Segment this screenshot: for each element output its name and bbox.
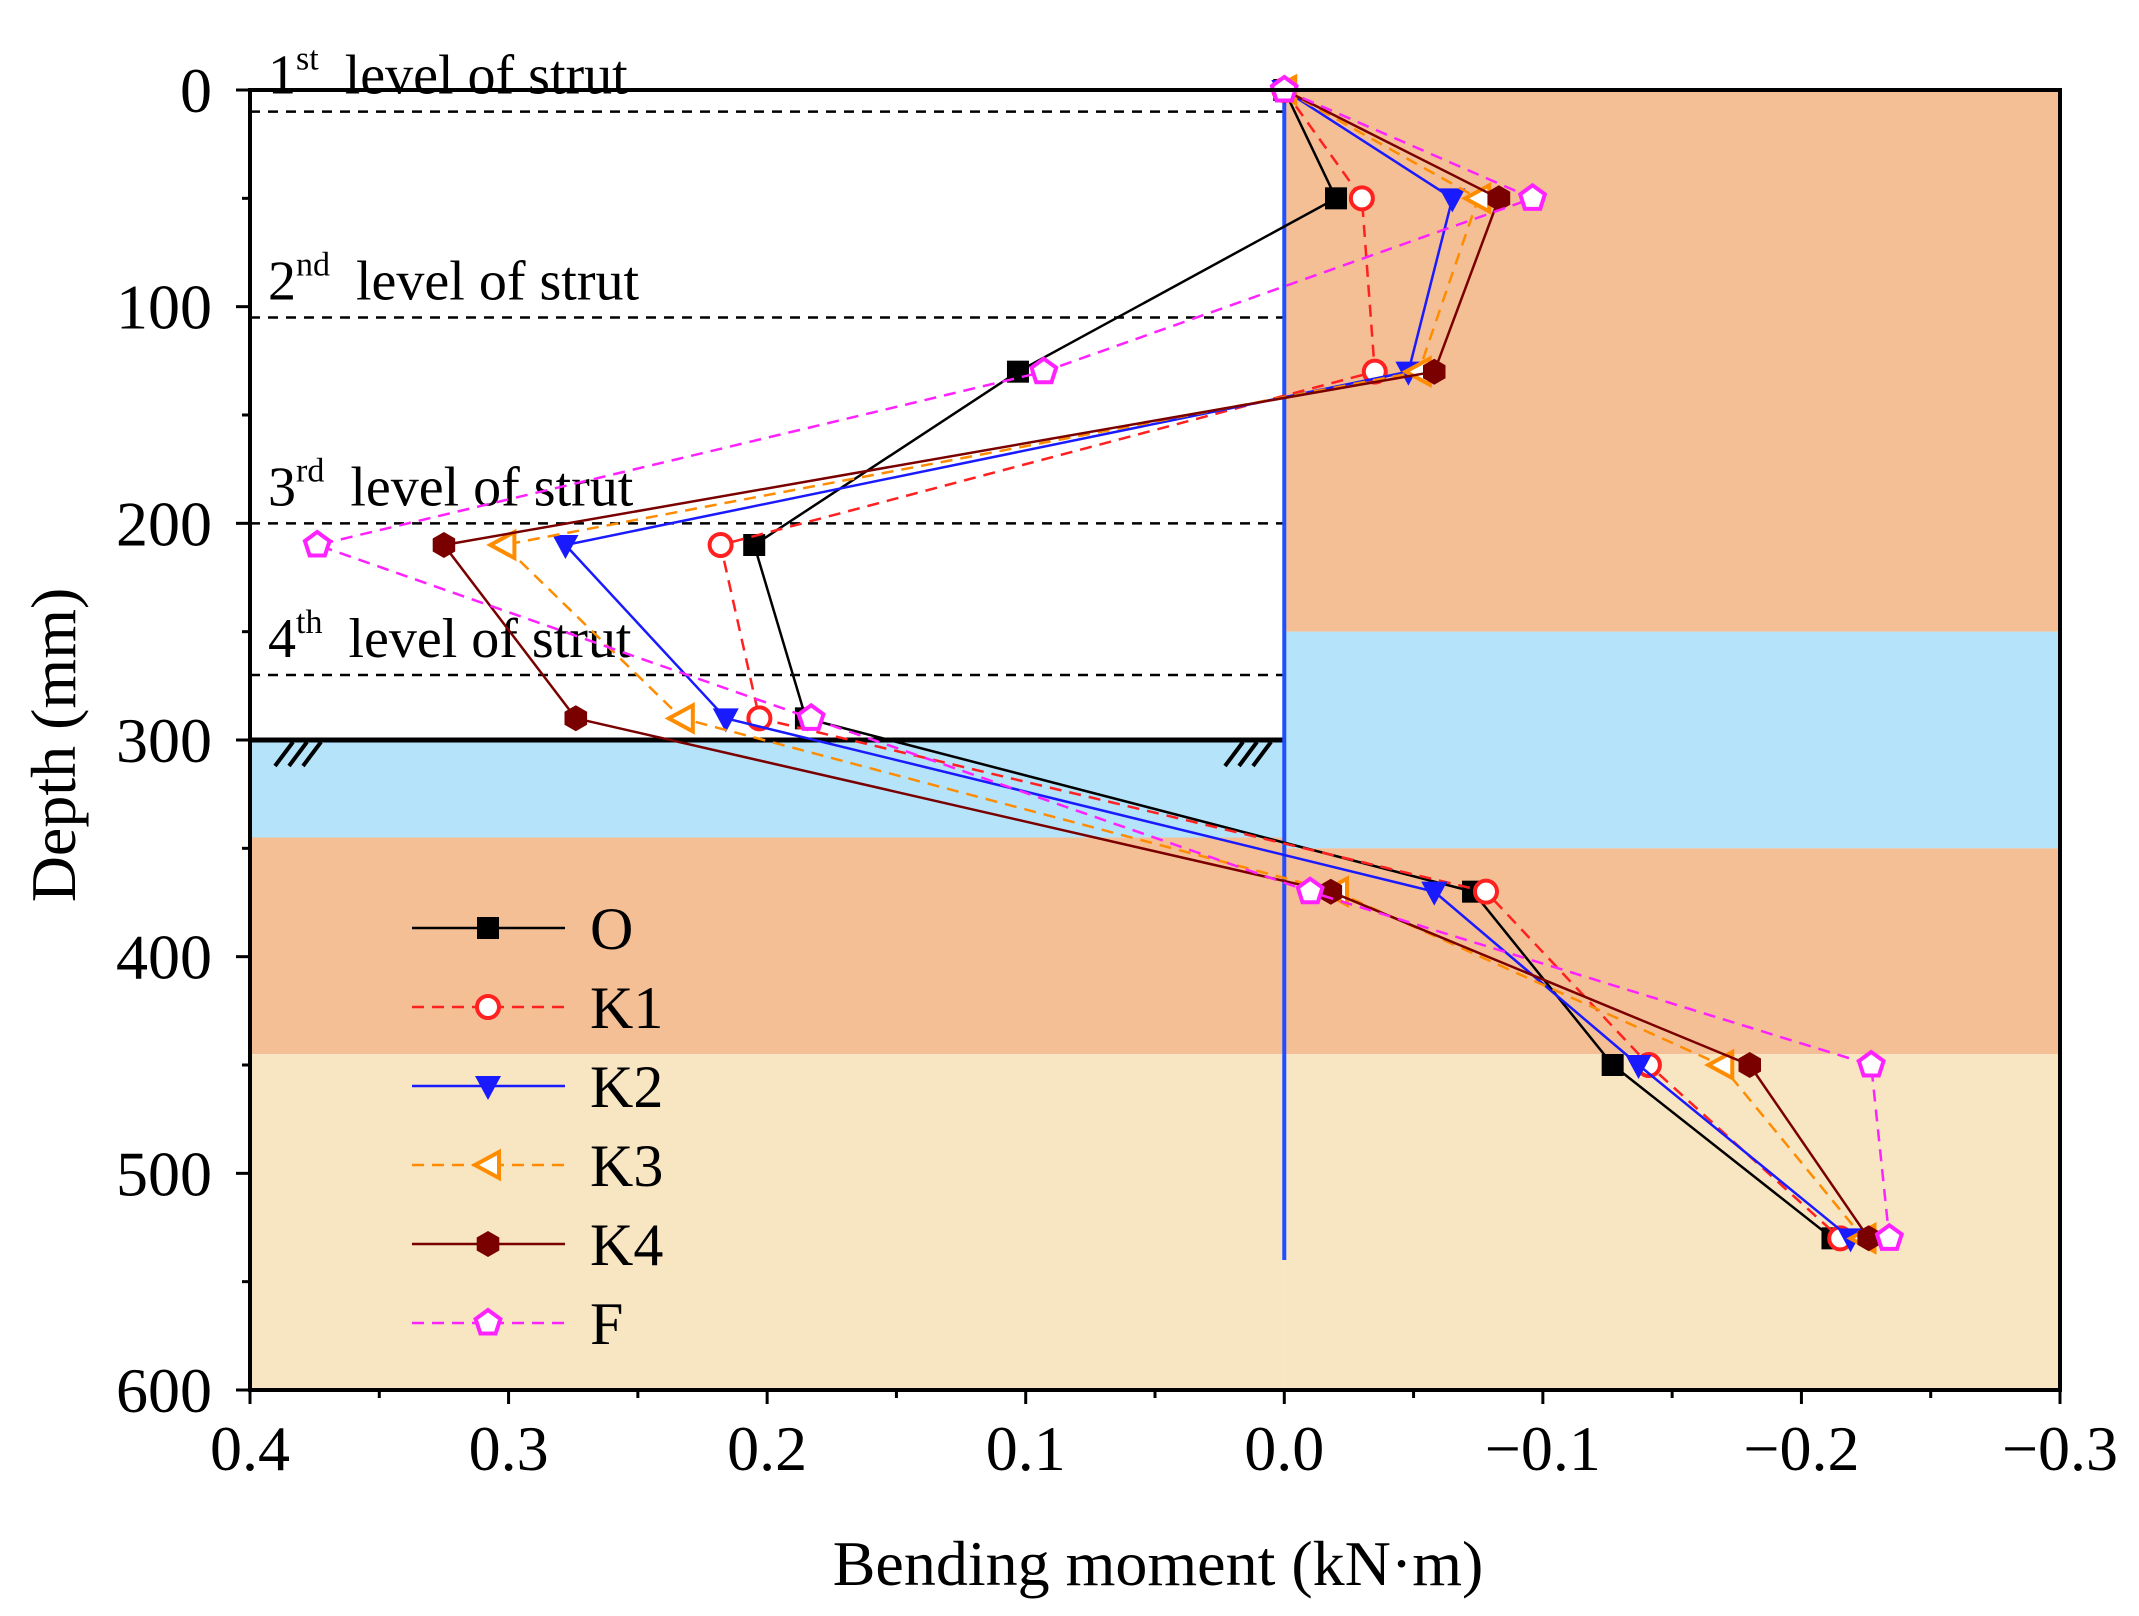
legend-label-K1: K1 — [590, 975, 663, 1041]
point-O-450 — [1601, 1054, 1624, 1076]
series-lines — [302, 73, 1905, 1255]
legend-item-K1: K1 — [412, 975, 663, 1041]
series-line-K1 — [719, 89, 1842, 1240]
point-K4-370 — [1319, 878, 1343, 905]
legend-item-O: O — [412, 896, 633, 962]
hatch-right — [1223, 740, 1273, 768]
legend-item-K2: K2 — [412, 1054, 663, 1120]
series-line-O — [752, 89, 1834, 1240]
x-tick-label: 0.1 — [986, 1413, 1066, 1484]
y-axis-title: Depth (mm) — [18, 588, 89, 903]
legend-item-F: F — [412, 1291, 623, 1357]
point-F-290 — [796, 702, 826, 731]
point-K4-50 — [1487, 185, 1511, 212]
point-K1-210 — [707, 532, 734, 558]
y-tick-label: 200 — [116, 488, 212, 559]
hatch-stroke — [301, 740, 323, 768]
legend-item-K4: K4 — [412, 1212, 663, 1278]
hatch-stroke — [1251, 740, 1273, 768]
y-tick-label: 100 — [116, 272, 212, 343]
point-O-210 — [743, 534, 766, 556]
y-tick-label: 0 — [180, 55, 212, 126]
legend-label-O: O — [590, 896, 633, 962]
legend-marker-F — [473, 1307, 503, 1336]
soil-layer-right-0 — [1284, 90, 2060, 632]
x-tick-label: 0.4 — [210, 1413, 290, 1484]
strut-label-2: 2nd level of strut — [268, 247, 639, 313]
legend-marker-K3 — [470, 1148, 501, 1182]
y-tick-label: 500 — [116, 1138, 212, 1209]
point-O-50 — [1325, 187, 1347, 210]
hatch-stroke — [273, 740, 295, 768]
strut-label-4: 4th level of strut — [268, 604, 632, 670]
point-F-210 — [302, 529, 332, 558]
point-K4-530 — [1857, 1225, 1880, 1252]
legend-item-K3: K3 — [412, 1133, 663, 1199]
legend-label-F: F — [590, 1291, 623, 1357]
y-tick-label: 300 — [116, 705, 212, 776]
soil-layers — [250, 90, 2060, 1390]
legend-marker-K4 — [476, 1231, 500, 1257]
hatch-stroke — [1223, 740, 1245, 768]
point-K4-210 — [432, 532, 456, 558]
point-K2-450 — [1625, 1055, 1652, 1079]
hatch-stroke — [1237, 740, 1259, 768]
series-line-K4 — [441, 88, 1870, 1240]
strut-label-3: 3rd level of strut — [268, 452, 634, 518]
point-K2-290 — [712, 708, 739, 733]
x-tick-label: −0.1 — [1485, 1413, 1601, 1484]
point-K1-290 — [746, 705, 773, 732]
x-axis-title: Bending moment (kN·m) — [833, 1528, 1484, 1599]
legend-marker-K1 — [475, 994, 501, 1020]
strut-levels: 1st level of strut 2nd level of strut 3rd … — [250, 41, 1285, 677]
point-K2-210 — [552, 535, 579, 559]
point-F-130 — [1029, 356, 1059, 385]
legend: O K1 K2 K3 K4 F — [412, 896, 663, 1357]
point-F-50 — [1517, 182, 1548, 211]
point-K4-290 — [564, 705, 588, 732]
axes: 0.4 0.3 0.2 0.1 0.0 −0.1 −0.2 −0.3 0 100 200 300 400… — [116, 55, 2118, 1484]
point-K4-130 — [1423, 358, 1446, 385]
legend-marker-K2 — [475, 1076, 501, 1100]
soil-layer-right-2 — [1284, 848, 2060, 1055]
y-tick-label: 600 — [116, 1355, 212, 1426]
point-K3-210 — [486, 528, 517, 562]
legend-label-K4: K4 — [590, 1212, 663, 1278]
point-K2-50 — [1439, 188, 1466, 213]
point-F-450 — [1856, 1049, 1886, 1078]
x-tick-label: 0.2 — [727, 1413, 807, 1484]
point-F-530 — [1874, 1222, 1905, 1251]
legend-marker-O — [477, 917, 499, 939]
soil-layer-left-1 — [250, 837, 1285, 1055]
series-line-K3 — [500, 88, 1865, 1240]
point-K1-370 — [1472, 878, 1499, 905]
x-tick-label: 0.3 — [469, 1413, 549, 1484]
x-tick-label: −0.2 — [1743, 1413, 1859, 1484]
soil-layer-left-2 — [250, 1054, 1285, 1390]
hatch-stroke — [287, 740, 309, 768]
point-K3-450 — [1704, 1048, 1735, 1082]
soil-layer-right-1 — [1284, 631, 2060, 849]
legend-label-K3: K3 — [590, 1133, 663, 1199]
series-F — [302, 74, 1905, 1251]
legend-label-K2: K2 — [590, 1054, 663, 1120]
point-K2-370 — [1421, 881, 1448, 906]
hatch-left — [273, 740, 323, 768]
soil-layer-left-0 — [250, 740, 1285, 838]
x-tick-label: 0.0 — [1244, 1413, 1324, 1484]
point-K3-290 — [664, 701, 695, 735]
point-F-370 — [1295, 876, 1325, 905]
strut-label-1: 1st level of strut — [268, 41, 628, 107]
x-tick-label: −0.3 — [2002, 1413, 2118, 1484]
point-K1-50 — [1348, 185, 1375, 212]
y-tick-label: 400 — [116, 922, 212, 993]
point-K4-450 — [1738, 1052, 1761, 1078]
soil-layer-right-3 — [1284, 1054, 2060, 1390]
series-line-K2 — [563, 88, 1852, 1240]
